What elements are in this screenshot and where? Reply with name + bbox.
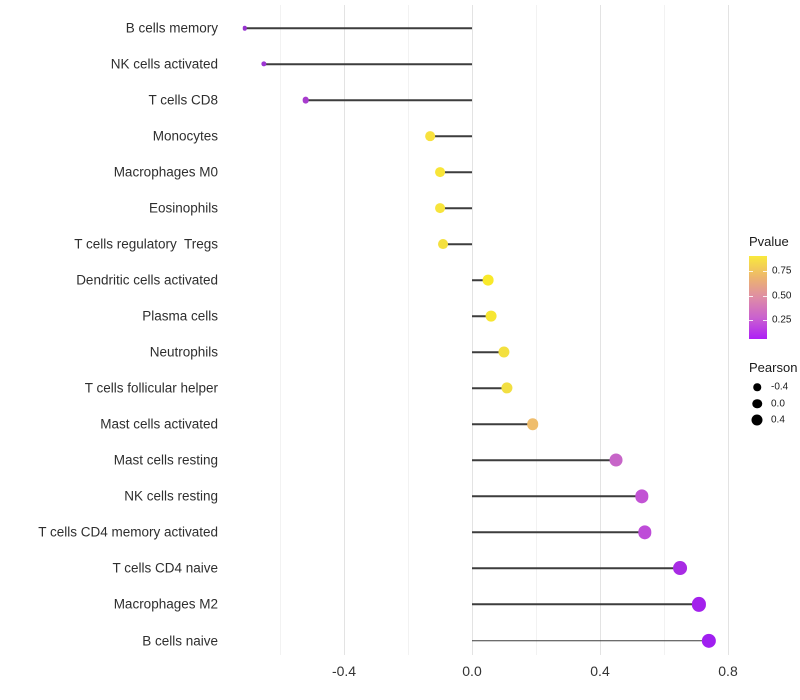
y-axis-label: Mast cells activated: [100, 416, 218, 432]
lollipop-stem: [472, 315, 492, 317]
x-axis-tick-label: 0.0: [462, 663, 482, 679]
lollipop-dot: [482, 274, 494, 286]
x-axis-tick-label: -0.4: [331, 663, 357, 679]
y-axis-label: B cells memory: [125, 20, 218, 36]
lollipop-stem: [244, 27, 472, 29]
pvalue-gradient-bar: [749, 256, 767, 339]
pvalue-bar-tick: [763, 320, 767, 322]
lollipop-dot: [673, 561, 687, 576]
lollipop-dot: [438, 239, 449, 250]
minor-gridline: [536, 5, 537, 655]
lollipop-dot: [692, 597, 707, 612]
y-axis-label: NK cells resting: [124, 488, 218, 504]
pearson-legend-title: Pearson: [749, 360, 798, 375]
lollipop-stem: [305, 99, 472, 101]
minor-gridline: [408, 5, 409, 655]
pearson-size-label: 0.0: [771, 398, 785, 409]
pvalue-bar-tick: [749, 296, 753, 297]
y-axis-label: Macrophages M0: [113, 164, 218, 180]
lollipop-dot: [609, 453, 623, 467]
y-axis-label: Neutrophils: [149, 344, 218, 360]
major-gridline: [472, 5, 473, 655]
lollipop-dot: [485, 310, 497, 322]
lollipop-stem: [472, 567, 680, 570]
y-axis-label: T cells CD4 naive: [112, 560, 218, 576]
lollipop-stem: [472, 495, 642, 498]
pearson-size-dot: [752, 398, 762, 409]
lollipop-dot: [638, 525, 652, 540]
lollipop-dot: [498, 346, 510, 358]
lollipop-dot: [634, 489, 649, 504]
lollipop-stem: [472, 351, 504, 354]
major-gridline: [344, 5, 345, 655]
lollipop-dot: [302, 96, 309, 104]
y-axis-label: Macrophages M2: [113, 596, 218, 612]
y-axis-label: Mast cells resting: [113, 452, 218, 468]
pvalue-legend-title: Pvalue: [749, 234, 789, 249]
lollipop-stem: [472, 279, 488, 281]
lollipop-stem: [443, 243, 472, 245]
lollipop-stem: [472, 639, 709, 642]
y-axis-label: NK cells activated: [110, 56, 218, 72]
pvalue-tick-label: 0.50: [772, 290, 792, 302]
lollipop-dot: [435, 203, 445, 214]
lollipop-stem: [472, 531, 645, 534]
lollipop-stem: [472, 603, 700, 606]
lollipop-stem: [440, 207, 472, 209]
y-axis-label: T cells CD8: [148, 92, 218, 108]
lollipop-stem: [472, 423, 533, 426]
pvalue-bar-tick: [763, 271, 767, 273]
lollipop-dot: [501, 382, 513, 394]
y-axis-label: B cells naive: [142, 633, 218, 648]
lollipop-dot: [527, 418, 539, 431]
y-axis-label: T cells regulatory Tregs: [74, 236, 218, 252]
lollipop-stem: [472, 387, 508, 390]
pearson-size-label: -0.4: [771, 381, 789, 393]
lollipop-stem: [440, 171, 472, 173]
pearson-size-label: 0.4: [771, 414, 785, 426]
x-axis-tick-label: 0.8: [718, 663, 738, 679]
y-axis-label: Dendritic cells activated: [76, 272, 218, 288]
minor-gridline: [664, 5, 665, 655]
lollipop-stem: [264, 63, 472, 65]
pvalue-tick-label: 0.25: [772, 314, 792, 326]
pearson-size-dot: [751, 414, 763, 426]
major-gridline: [728, 5, 729, 655]
lollipop-stem: [472, 459, 616, 462]
y-axis-label: T cells follicular helper: [84, 380, 218, 396]
pearson-size-dot: [753, 383, 761, 391]
y-axis-label: T cells CD4 memory activated: [38, 524, 218, 540]
x-axis-tick-label: 0.4: [590, 663, 610, 679]
lollipop-dot: [242, 25, 248, 31]
pvalue-bar-tick: [749, 320, 753, 322]
pvalue-bar-tick: [749, 271, 753, 273]
major-gridline: [600, 5, 601, 655]
lollipop-stem: [430, 135, 472, 137]
y-axis-label: Eosinophils: [148, 200, 218, 216]
lollipop-dot: [701, 633, 716, 648]
lollipop-dot: [261, 61, 267, 67]
y-axis-label: Plasma cells: [142, 308, 218, 324]
pvalue-tick-label: 0.75: [772, 265, 792, 277]
y-axis-label: Monocytes: [152, 128, 218, 144]
lollipop-dot: [425, 131, 436, 141]
pvalue-bar-tick: [763, 296, 767, 297]
minor-gridline: [280, 5, 281, 655]
lollipop-dot: [435, 167, 445, 178]
